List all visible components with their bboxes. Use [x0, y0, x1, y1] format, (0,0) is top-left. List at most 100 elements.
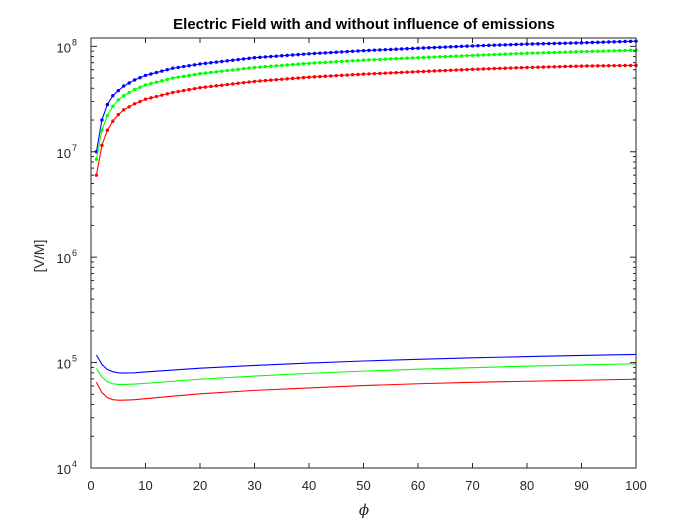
data-point: [285, 53, 289, 58]
data-point: [530, 65, 535, 70]
data-point: [568, 50, 573, 54]
series-line: [95, 363, 637, 386]
data-point: [269, 54, 273, 59]
data-point: [443, 45, 447, 49]
data-point: [563, 41, 567, 45]
data-point: [203, 71, 208, 75]
data-point: [231, 68, 235, 72]
data-point: [307, 52, 311, 56]
data-point: [541, 65, 546, 69]
data-point: [563, 64, 567, 69]
data-point: [138, 75, 142, 80]
data-point: [192, 72, 197, 77]
data-point: [214, 84, 219, 88]
data-point: [231, 82, 235, 86]
data-point: [301, 62, 306, 66]
data-point: [519, 65, 524, 70]
data-point: [558, 41, 562, 46]
data-point: [410, 70, 415, 74]
y-tick-exponent: 6: [72, 248, 77, 258]
data-point: [438, 69, 442, 73]
data-point: [383, 47, 387, 52]
data-point: [345, 59, 349, 63]
data-point: [596, 64, 600, 68]
x-tick-label: 100: [625, 478, 647, 493]
data-point: [116, 88, 120, 93]
series-0: [94, 39, 638, 154]
data-point: [378, 57, 382, 62]
data-point: [165, 92, 169, 96]
data-point: [187, 63, 191, 68]
data-point: [481, 43, 486, 48]
data-point: [607, 40, 611, 44]
data-point: [258, 55, 262, 60]
data-point: [601, 49, 605, 53]
data-point: [558, 64, 562, 69]
x-tick-label: 90: [574, 478, 588, 493]
data-point: [399, 70, 404, 75]
data-point: [552, 65, 556, 69]
data-point: [476, 53, 480, 57]
data-point: [421, 69, 426, 74]
data-point: [280, 63, 284, 68]
data-point: [307, 75, 311, 79]
data-point: [596, 40, 600, 45]
data-point: [476, 44, 480, 48]
data-point: [378, 71, 382, 76]
y-axis-label: [V/M]: [31, 240, 47, 273]
data-point: [340, 73, 344, 78]
data-point: [389, 47, 393, 52]
data-point: [181, 64, 186, 69]
data-point: [574, 64, 578, 68]
data-point: [547, 65, 551, 69]
data-point: [160, 69, 164, 73]
data-point: [236, 67, 240, 72]
data-point: [427, 55, 431, 59]
data-point: [628, 63, 633, 68]
data-point: [285, 63, 289, 67]
data-point: [405, 70, 409, 74]
data-point: [285, 77, 289, 81]
data-point: [612, 49, 616, 53]
data-point: [111, 119, 115, 123]
data-point: [214, 70, 219, 74]
data-point: [345, 49, 349, 54]
data-point: [296, 52, 300, 57]
data-point: [318, 51, 322, 55]
data-point: [443, 68, 447, 73]
x-tick-label: 0: [87, 478, 94, 493]
plot-background: [91, 38, 636, 468]
data-point: [492, 66, 496, 71]
data-point: [214, 60, 219, 64]
data-point: [590, 49, 595, 54]
data-point: [519, 51, 524, 56]
data-point: [127, 105, 131, 109]
data-point: [323, 74, 328, 78]
data-point: [514, 51, 518, 56]
data-point: [498, 43, 502, 47]
data-point: [280, 77, 284, 81]
data-point: [192, 86, 197, 91]
data-point: [241, 57, 246, 61]
data-point: [389, 71, 393, 75]
data-point: [345, 73, 349, 77]
data-point: [503, 66, 507, 70]
data-point: [236, 57, 240, 62]
data-point: [231, 58, 235, 62]
data-point: [470, 53, 475, 58]
data-point: [312, 61, 317, 65]
data-point: [508, 42, 513, 47]
data-point: [198, 62, 202, 66]
data-point: [111, 94, 115, 98]
data-point: [323, 51, 328, 55]
y-tick-label: 10: [57, 357, 71, 372]
data-point: [247, 66, 251, 70]
y-tick-label: 10: [57, 40, 71, 55]
series-4: [95, 363, 637, 386]
data-point: [487, 67, 491, 71]
data-point: [290, 76, 295, 81]
data-point: [498, 52, 502, 57]
data-point: [149, 96, 153, 100]
data-point: [122, 108, 126, 112]
